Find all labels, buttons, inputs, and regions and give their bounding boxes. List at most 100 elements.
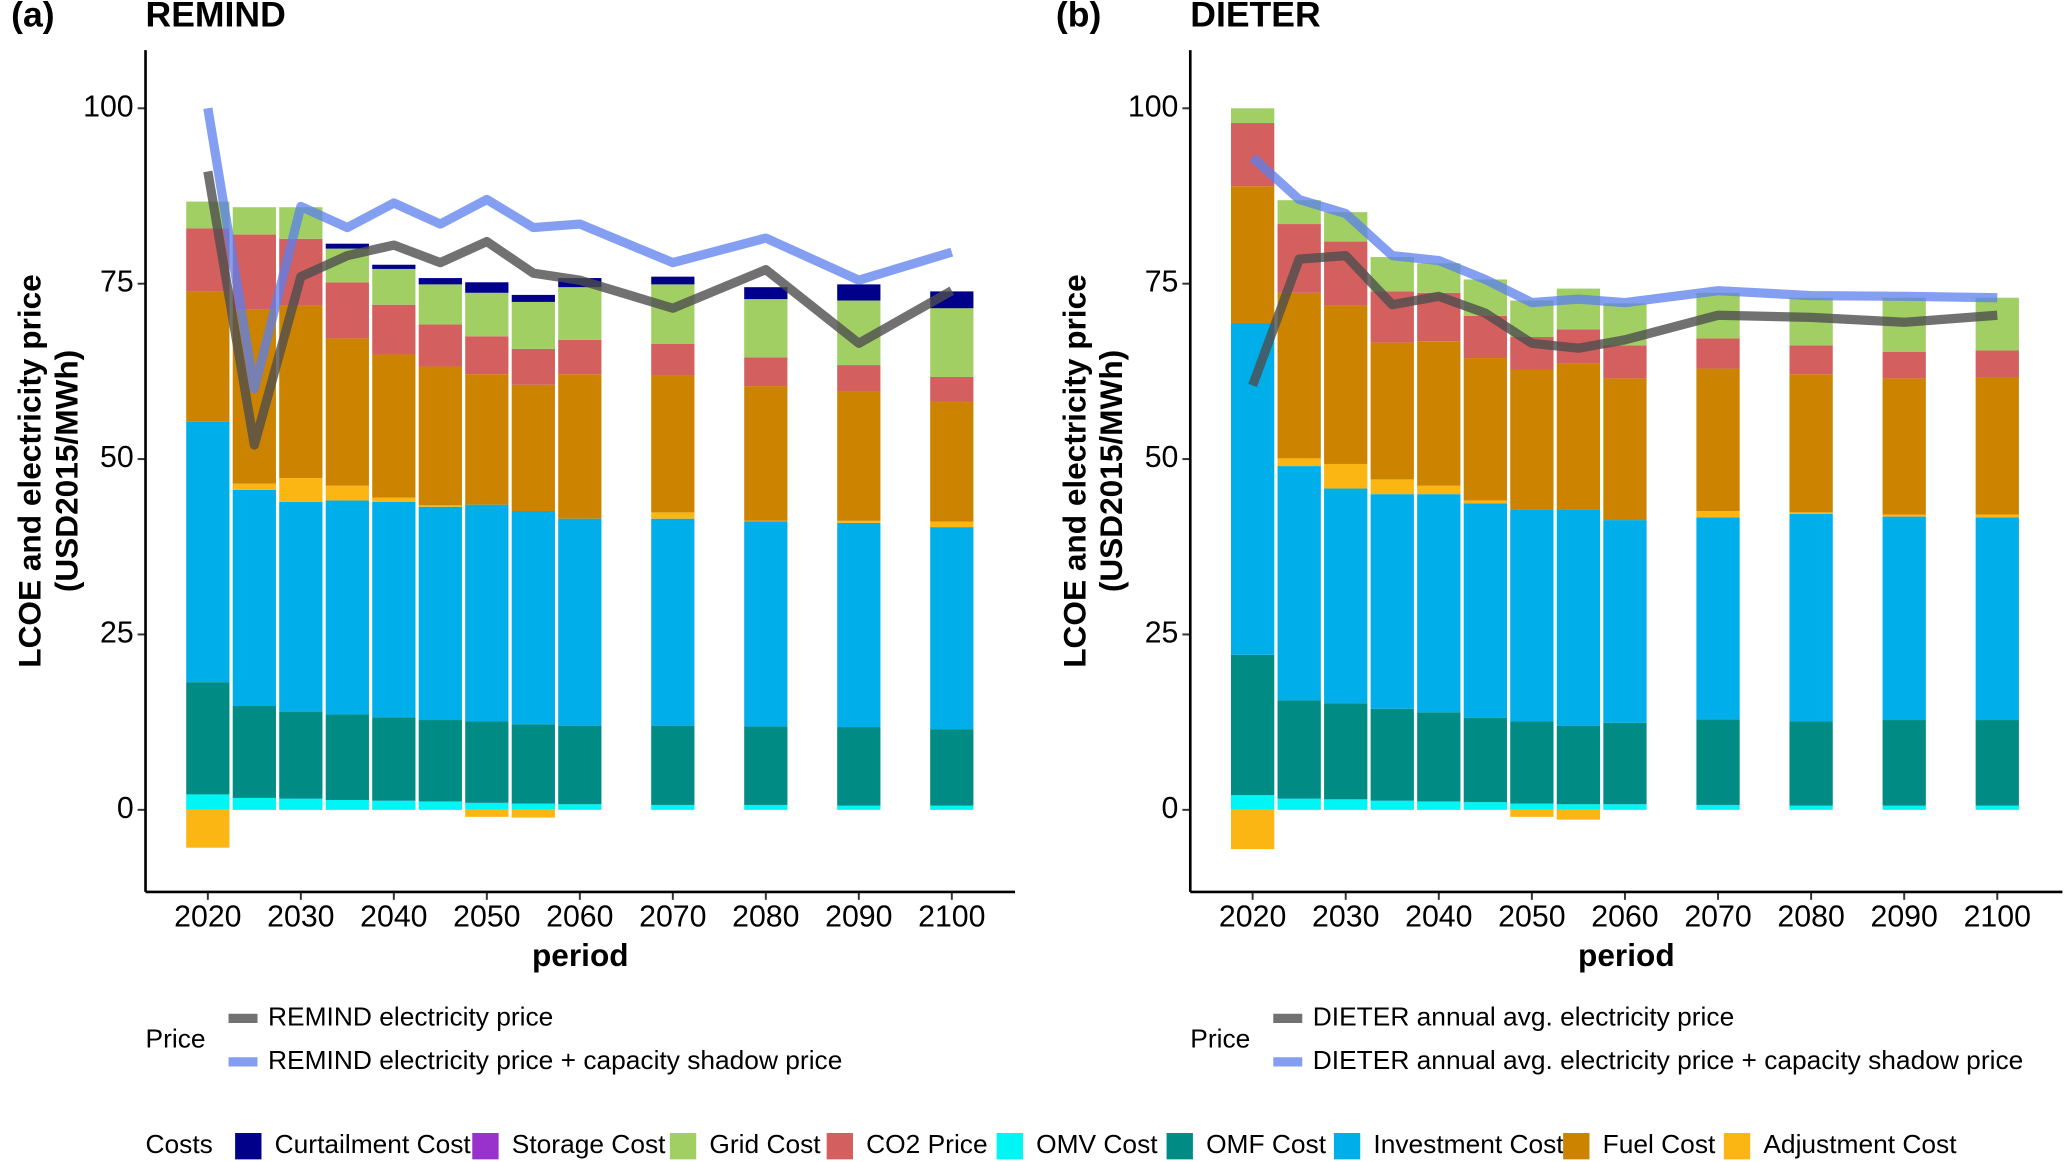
bar-segment [1324, 463, 1368, 489]
bar-segment [1417, 485, 1461, 495]
y-tick-label: 50 [1145, 441, 1179, 474]
chart-title: DIETER [1190, 0, 1320, 35]
x-axis-label: period [1578, 937, 1675, 973]
bar-segment [1370, 494, 1414, 709]
bar-segment [1789, 805, 1833, 810]
x-tick-label: 2040 [360, 900, 427, 933]
bar-segment [1882, 351, 1926, 379]
bar-segment [372, 268, 416, 305]
legend-label: OMV Cost [1036, 1129, 1158, 1159]
legend-swatch [235, 1133, 262, 1160]
bar-segment [418, 720, 462, 802]
bar-segment [1324, 703, 1368, 800]
legend-label: Adjustment Cost [1763, 1129, 1957, 1159]
x-tick-label: 2070 [1684, 900, 1751, 933]
bar-segment [930, 805, 974, 810]
bar-segment [744, 521, 788, 727]
bar-segment [418, 278, 462, 285]
bar-segment [465, 721, 509, 803]
bar-segment [1510, 803, 1554, 810]
y-tick-label: 50 [100, 441, 134, 474]
x-tick-label: 2060 [1591, 900, 1658, 933]
bar-segment [651, 375, 695, 513]
bar-segment [837, 727, 881, 806]
bar-segment [744, 726, 788, 805]
bar-segment [1463, 802, 1507, 810]
bar-segment [651, 518, 695, 726]
bar-segment [558, 518, 602, 726]
bar-segment [1463, 503, 1507, 718]
bar-segment [1510, 509, 1554, 722]
bar-segment [1882, 514, 1926, 517]
bar-segment [372, 497, 416, 502]
y-tick-label: 25 [1145, 616, 1179, 649]
bar-segment [418, 801, 462, 810]
x-tick-label: 2090 [825, 900, 892, 933]
bar-segment [837, 805, 881, 810]
y-axis-label: (USD2015/MWh) [48, 350, 84, 592]
bar-segment [232, 489, 276, 707]
bar-segment [372, 501, 416, 718]
bar-segment [418, 284, 462, 325]
bar-segment [1463, 717, 1507, 803]
bar-segment [1370, 342, 1414, 480]
bar-segment [1696, 517, 1740, 720]
legend-swatch [1333, 1133, 1361, 1160]
bar-segment [465, 336, 509, 375]
bar-segment [232, 207, 276, 235]
bar-segment [418, 324, 462, 367]
bar-segment [558, 287, 602, 340]
bar-segment [1510, 369, 1554, 510]
bar-segment [651, 344, 695, 376]
x-tick-label: 2040 [1405, 900, 1472, 933]
bar-segment [744, 804, 788, 810]
bar-segment [325, 500, 369, 715]
legend-swatch [1563, 1133, 1590, 1160]
y-axis-label: LCOE and electricity price [1056, 274, 1092, 667]
bar-segment [1324, 799, 1368, 810]
x-tick-label: 2080 [732, 900, 799, 933]
bar-segment [372, 717, 416, 801]
bar-segment [1417, 712, 1461, 802]
x-tick-label: 2100 [918, 900, 985, 933]
bar-segment [744, 386, 788, 521]
bar-segment [1370, 479, 1414, 495]
x-axis-label: period [532, 937, 629, 973]
bar-segment [558, 374, 602, 519]
bar-segment [1370, 800, 1414, 810]
bar-segment [1324, 305, 1368, 464]
bar-segment [1324, 488, 1368, 704]
x-tick-label: 2030 [267, 900, 334, 933]
bar-segment [558, 339, 602, 375]
x-tick-label: 2070 [639, 900, 706, 933]
legend-title: Price [1190, 1024, 1250, 1054]
bar-segment [1975, 805, 2019, 810]
bar-segment [186, 421, 230, 683]
bar-segment [325, 714, 369, 801]
y-axis-label: LCOE and electricity price [12, 274, 48, 668]
bar-segment [837, 284, 881, 301]
bar-segment [372, 264, 416, 269]
bar-segment [279, 501, 323, 712]
x-tick-label: 2050 [453, 900, 520, 933]
y-tick-label: 100 [1128, 90, 1179, 123]
bar-segment [837, 365, 881, 392]
bar-segment [511, 384, 555, 511]
chart-title: REMIND [146, 0, 286, 35]
bar-segment [1231, 809, 1275, 850]
y-tick-label: 75 [100, 266, 134, 299]
bar-segment [1882, 516, 1926, 721]
bar-segment [465, 374, 509, 505]
bar-segment [1975, 720, 2019, 806]
bar-segment [325, 243, 369, 249]
legend-label: Curtailment Cost [275, 1129, 472, 1159]
bar-segment [511, 809, 555, 818]
bar-segment [930, 521, 974, 528]
legend-swatch [669, 1133, 697, 1160]
legend-label: Investment Cost [1373, 1129, 1564, 1159]
bar-segment [186, 794, 230, 810]
bar-segment [1556, 804, 1601, 810]
bar-segment [465, 802, 509, 810]
bar-segment [372, 354, 416, 498]
bar-segment [325, 338, 369, 486]
